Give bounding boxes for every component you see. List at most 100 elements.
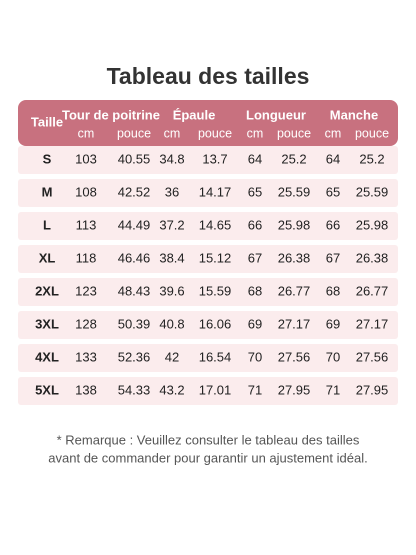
cell: 37.2 (159, 217, 184, 232)
cell: 25.59 (356, 184, 389, 199)
group-header: Manche (330, 107, 378, 122)
row-band (18, 377, 398, 405)
cell: 68 (248, 283, 262, 298)
cell: 67 (326, 250, 340, 265)
cell: 67 (248, 250, 262, 265)
cell: 36 (165, 184, 179, 199)
size-label: M (42, 184, 53, 199)
cell: 17.01 (199, 382, 232, 397)
cell: 48.43 (118, 283, 151, 298)
cell: 118 (76, 250, 97, 265)
cell: 50.39 (118, 316, 151, 331)
cell: 27.95 (356, 382, 389, 397)
unit-header: pouce (277, 126, 311, 140)
cell: 14.65 (199, 217, 232, 232)
size-label: 2XL (35, 283, 59, 298)
cell: 44.49 (118, 217, 151, 232)
unit-header: pouce (117, 126, 151, 140)
cell: 133 (75, 349, 97, 364)
row-band (18, 344, 398, 372)
row-band (18, 245, 398, 273)
cell: 66 (326, 217, 340, 232)
cell: 70 (248, 349, 262, 364)
header-band (18, 100, 398, 146)
unit-header: pouce (355, 126, 389, 140)
cell: 65 (326, 184, 340, 199)
cell: 123 (75, 283, 97, 298)
unit-header: cm (247, 126, 264, 140)
cell: 42 (165, 349, 179, 364)
size-label: XL (39, 250, 56, 265)
title: Tableau des tailles (107, 63, 310, 89)
unit-header: cm (164, 126, 181, 140)
cell: 52.36 (118, 349, 151, 364)
note: * Remarque : Veuillez consulter le table… (57, 432, 360, 447)
cell: 25.98 (278, 217, 311, 232)
cell: 103 (75, 151, 97, 166)
cell: 27.56 (278, 349, 311, 364)
row-band (18, 311, 398, 339)
cell: 64 (248, 151, 262, 166)
cell: 71 (248, 382, 262, 397)
unit-header: cm (78, 126, 95, 140)
cell: 26.38 (356, 250, 389, 265)
cell: 65 (248, 184, 262, 199)
cell: 27.17 (278, 316, 311, 331)
size-header: Taille (31, 114, 63, 129)
cell: 15.59 (199, 283, 232, 298)
cell: 15.12 (199, 250, 232, 265)
cell: 27.56 (356, 349, 389, 364)
cell: 54.33 (118, 382, 151, 397)
cell: 40.8 (159, 316, 184, 331)
cell: 108 (75, 184, 97, 199)
unit-header: pouce (198, 126, 232, 140)
cell: 16.06 (199, 316, 232, 331)
cell: 39.6 (159, 283, 184, 298)
cell: 69 (248, 316, 262, 331)
cell: 38.4 (159, 250, 184, 265)
cell: 64 (326, 151, 340, 166)
row-band (18, 146, 398, 174)
size-label: L (43, 217, 51, 232)
cell: 66 (248, 217, 262, 232)
cell: 69 (326, 316, 340, 331)
cell: 138 (75, 382, 97, 397)
group-header: Tour de poitrine (62, 107, 160, 122)
cell: 27.95 (278, 382, 311, 397)
cell: 26.38 (278, 250, 311, 265)
cell: 26.77 (356, 283, 389, 298)
cell: 43.2 (159, 382, 184, 397)
cell: 70 (326, 349, 340, 364)
row-band (18, 179, 398, 207)
size-label: 5XL (35, 382, 59, 397)
row-band (18, 212, 398, 240)
size-label: 4XL (35, 349, 59, 364)
unit-header: cm (325, 126, 342, 140)
cell: 25.2 (281, 151, 306, 166)
cell: 113 (76, 217, 97, 232)
size-label: 3XL (35, 316, 59, 331)
cell: 42.52 (118, 184, 151, 199)
cell: 14.17 (199, 184, 232, 199)
cell: 25.98 (356, 217, 389, 232)
cell: 34.8 (159, 151, 184, 166)
cell: 40.55 (118, 151, 151, 166)
row-band (18, 278, 398, 306)
note: avant de commander pour garantir un ajus… (48, 450, 367, 465)
size-label: S (43, 151, 52, 166)
cell: 16.54 (199, 349, 232, 364)
cell: 71 (326, 382, 340, 397)
cell: 25.2 (359, 151, 384, 166)
cell: 26.77 (278, 283, 311, 298)
cell: 13.7 (202, 151, 227, 166)
cell: 128 (75, 316, 97, 331)
group-header: Longueur (246, 107, 306, 122)
cell: 27.17 (356, 316, 389, 331)
cell: 25.59 (278, 184, 311, 199)
cell: 46.46 (118, 250, 151, 265)
group-header: Épaule (173, 107, 216, 122)
cell: 68 (326, 283, 340, 298)
